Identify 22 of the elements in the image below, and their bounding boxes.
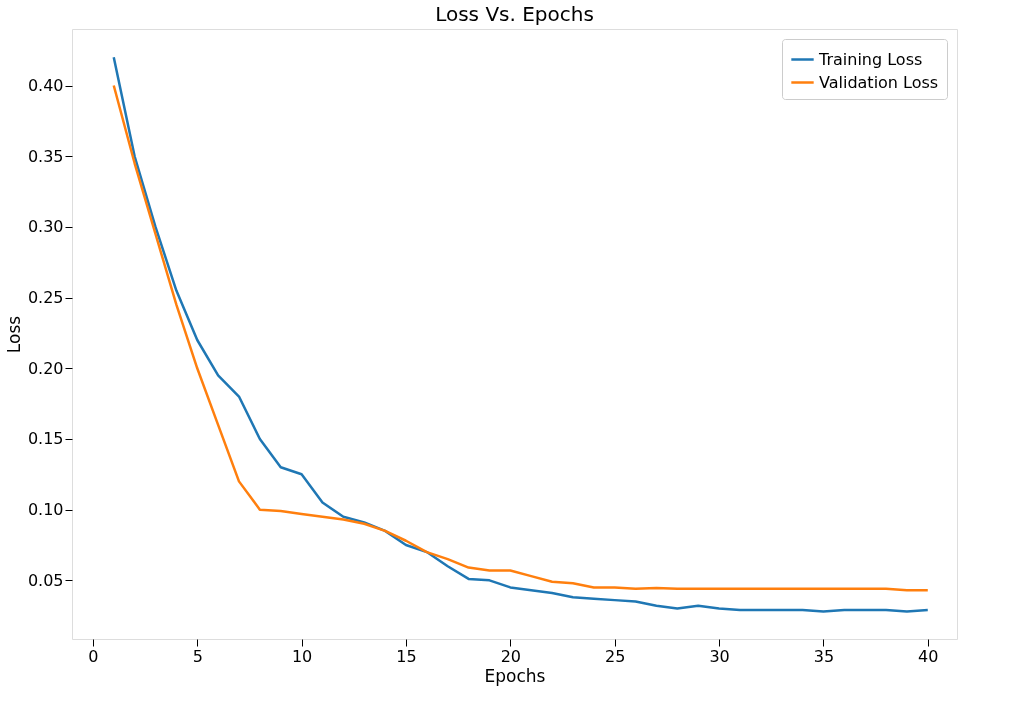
x-tick-label: 30 [709, 646, 730, 666]
y-tick-label: 0.15 [27, 429, 64, 449]
x-tick-label: 10 [291, 646, 313, 666]
y-tick-label: 0.25 [27, 288, 64, 308]
y-tick-label: 0.40 [27, 76, 64, 96]
y-tick-label: 0.20 [27, 358, 64, 378]
chart-title: Loss Vs. Epochs [435, 2, 594, 26]
y-tick-label: 0.30 [27, 217, 64, 237]
x-tick-label: 0 [88, 646, 99, 666]
x-axis-title: Epochs [484, 665, 546, 686]
x-tick-label: 40 [918, 646, 939, 666]
x-tick-label: 35 [813, 646, 835, 666]
y-tick-label: 0.35 [27, 146, 64, 166]
x-tick-label: 25 [605, 646, 626, 666]
y-axis-title: Loss [3, 315, 24, 354]
y-tick-label: 0.10 [27, 500, 64, 520]
legend-label: Training Loss [818, 49, 923, 69]
x-tick-label: 15 [396, 646, 417, 666]
x-tick-label: 20 [500, 646, 522, 666]
y-tick-label: 0.05 [27, 570, 64, 590]
x-tick-label: 5 [192, 646, 203, 666]
legend-label: Validation Loss [819, 72, 939, 92]
